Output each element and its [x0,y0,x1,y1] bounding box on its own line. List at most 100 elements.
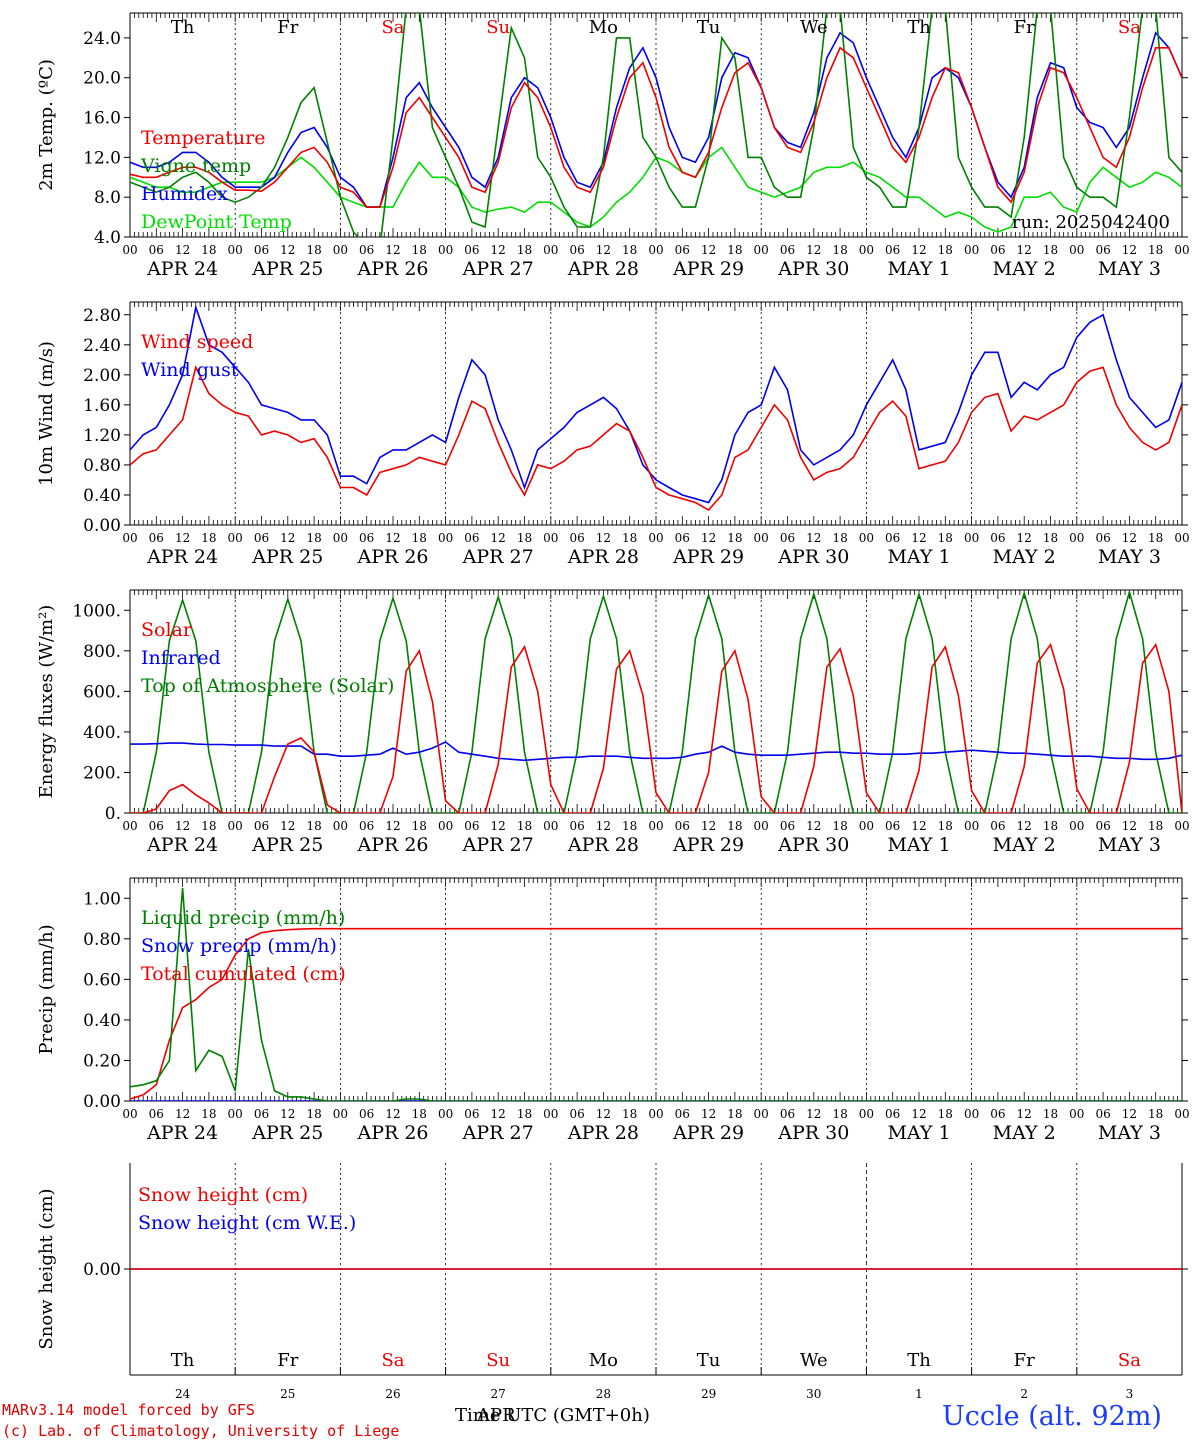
series-line-wind-gust [130,304,1182,504]
series-line-temperature [130,46,1182,208]
x-date-label: MAY 1 [887,1122,950,1144]
x-hour-tick-label: 06 [359,819,374,833]
x-hour-tick-label: 06 [780,243,795,257]
x-hour-tick-label: 12 [385,531,400,545]
x-hour-tick-label: 06 [885,531,900,545]
x-hour-tick-label: 12 [280,819,295,833]
x-hour-tick-label: 06 [675,243,690,257]
x-hour-tick-label: 00 [1069,531,1084,545]
x-date-label: APR 24 [146,258,218,280]
y-axis-label: Energy fluxes (W/m²) [36,605,57,799]
x-date-label: MAY 3 [1098,834,1161,856]
x-date-label: APR 28 [567,258,639,280]
y-tick-label: 0. [105,804,121,824]
x-hour-tick-label: 06 [254,819,269,833]
x-hour-tick-label: 12 [1017,531,1032,545]
x-hour-tick-label: 06 [885,1107,900,1121]
x-hour-tick-label: 12 [911,819,926,833]
x-hour-tick-label: 18 [622,531,637,545]
x-hour-tick-label: 00 [122,1107,137,1121]
x-hour-tick-label: 18 [938,1107,953,1121]
x-hour-tick-label: 18 [622,819,637,833]
x-hour-tick-label: 12 [911,531,926,545]
y-axis-label: 2m Temp. (ºC) [36,59,57,191]
x-date-label: APR 25 [251,834,323,856]
legend-entry: Temperature [141,127,265,149]
x-hour-tick-label: 06 [675,819,690,833]
x-hour-tick-label: 00 [648,531,663,545]
x-hour-tick-label: 12 [596,1107,611,1121]
x-hour-tick-label: 12 [1122,819,1137,833]
x-day-number-label: 25 [280,1387,295,1401]
x-hour-tick-label: 06 [990,531,1005,545]
x-hour-tick-label: 18 [832,1107,847,1121]
x-hour-tick-label: 18 [1148,1107,1163,1121]
y-tick-label: 0.40 [83,1011,121,1031]
series-line-total-cumulated-cm- [130,927,1182,1100]
x-hour-tick-label: 18 [412,819,427,833]
y-tick-label: 24.0 [83,29,121,49]
x-hour-tick-label: 12 [491,531,506,545]
x-hour-tick-label: 06 [569,819,584,833]
x-hour-tick-label: 12 [280,531,295,545]
x-date-label: MAY 2 [993,258,1056,280]
x-hour-tick-label: 18 [832,531,847,545]
y-tick-label: 8.0 [94,188,121,208]
x-date-label: APR 29 [672,258,744,280]
y-tick-label: 200. [83,763,121,783]
x-date-label: MAY 1 [887,258,950,280]
legend-entry: Humidex [141,183,228,205]
series-line-infrared [130,741,1182,762]
x-hour-tick-label: 00 [754,243,769,257]
x-hour-tick-label: 06 [149,1107,164,1121]
x-hour-tick-label: 06 [990,819,1005,833]
x-hour-tick-label: 12 [596,531,611,545]
y-tick-label: 0.40 [83,486,121,506]
x-date-label: APR 28 [567,834,639,856]
x-hour-tick-label: 18 [1148,243,1163,257]
legend-entry: Total cumulated (cm) [141,963,346,985]
x-hour-tick-label: 18 [938,531,953,545]
x-date-label: APR 28 [567,1122,639,1144]
x-date-label: APR 27 [462,258,534,280]
legend-entry: Snow precip (mm/h) [141,935,337,957]
day-name-label: Tu [697,17,721,38]
x-date-label: MAY 1 [887,546,950,568]
x-date-label: APR 29 [672,834,744,856]
x-hour-tick-label: 00 [438,243,453,257]
x-hour-tick-label: 06 [675,531,690,545]
x-date-label: APR 26 [356,546,428,568]
x-hour-tick-label: 18 [1148,531,1163,545]
x-hour-tick-label: 12 [175,531,190,545]
x-hour-tick-label: 00 [1174,243,1189,257]
x-hour-tick-label: 12 [491,819,506,833]
x-hour-tick-label: 00 [1069,243,1084,257]
x-day-number-label: 1 [915,1387,923,1401]
day-name-label: Th [171,17,195,38]
x-hour-tick-label: 18 [622,1107,637,1121]
x-hour-tick-label: 00 [228,531,243,545]
x-hour-tick-label: 12 [596,243,611,257]
series-line-wind-speed [130,365,1182,512]
x-hour-tick-label: 00 [122,531,137,545]
x-hour-tick-label: 00 [859,243,874,257]
day-name-label: Th [171,1350,195,1371]
y-tick-label: 0.80 [83,930,121,950]
x-hour-tick-label: 12 [596,819,611,833]
y-tick-label: 16.0 [83,109,121,129]
x-date-label: MAY 3 [1098,1122,1161,1144]
day-name-label: Fr [1014,1350,1035,1371]
x-hour-tick-label: 00 [228,243,243,257]
model-credit: MARv3.14 model forced by GFS (c) Lab. of… [2,1400,399,1442]
x-hour-tick-label: 18 [727,819,742,833]
x-hour-tick-label: 00 [859,819,874,833]
x-hour-tick-label: 00 [754,819,769,833]
legend-entry: Vigne temp [140,155,251,177]
x-day-number-label: 30 [806,1387,821,1401]
x-day-number-label: 28 [596,1387,611,1401]
x-hour-tick-label: 06 [885,819,900,833]
x-hour-tick-label: 12 [385,819,400,833]
